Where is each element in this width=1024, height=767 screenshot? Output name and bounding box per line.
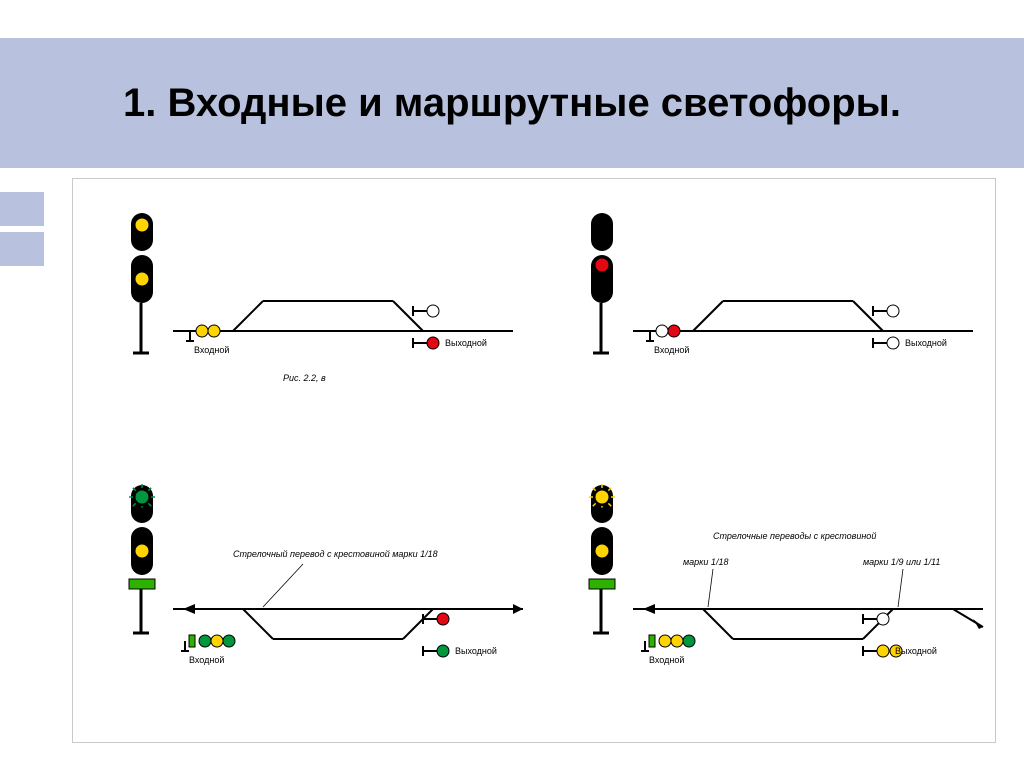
diagram-panel-2: Входной Выходной [563, 203, 993, 433]
svg-text:Входной: Входной [194, 345, 229, 355]
svg-text:Выходной: Выходной [455, 646, 497, 656]
svg-text:Стрелочный перевод с крестовин: Стрелочный перевод с крестовиной марки 1… [233, 549, 438, 559]
diagram-panel-4: Входной Выходной Стрелочные переводы с кре… [563, 479, 993, 709]
slide-title: 1. Входные и маршрутные светофоры. [123, 78, 901, 128]
svg-text:Выходной: Выходной [895, 646, 937, 656]
content-area: Входной Выходной Рис. 2.2, в Входной Выходн… [72, 178, 996, 743]
title-band: 1. Входные и маршрутные светофоры. [0, 38, 1024, 168]
diagram-panel-1: Входной Выходной Рис. 2.2, в [103, 203, 533, 433]
svg-text:марки 1/18: марки 1/18 [683, 557, 728, 567]
svg-text:Входной: Входной [189, 655, 224, 665]
svg-text:Рис. 2.2, в: Рис. 2.2, в [283, 373, 326, 383]
slide: 1. Входные и маршрутные светофоры. Входн… [0, 0, 1024, 767]
svg-text:марки 1/9 или 1/11: марки 1/9 или 1/11 [863, 557, 940, 567]
svg-text:Стрелочные переводы с крестови: Стрелочные переводы с крестовиной [713, 531, 876, 541]
side-tabs [0, 192, 45, 272]
tab-decor [0, 192, 45, 226]
tab-decor [0, 232, 45, 266]
diagram-panel-3: Входной Выходной Стрелочный перевод с крес… [103, 479, 533, 709]
svg-text:Входной: Входной [649, 655, 684, 665]
svg-text:Выходной: Выходной [905, 338, 947, 348]
svg-text:Выходной: Выходной [445, 338, 487, 348]
svg-text:Входной: Входной [654, 345, 689, 355]
